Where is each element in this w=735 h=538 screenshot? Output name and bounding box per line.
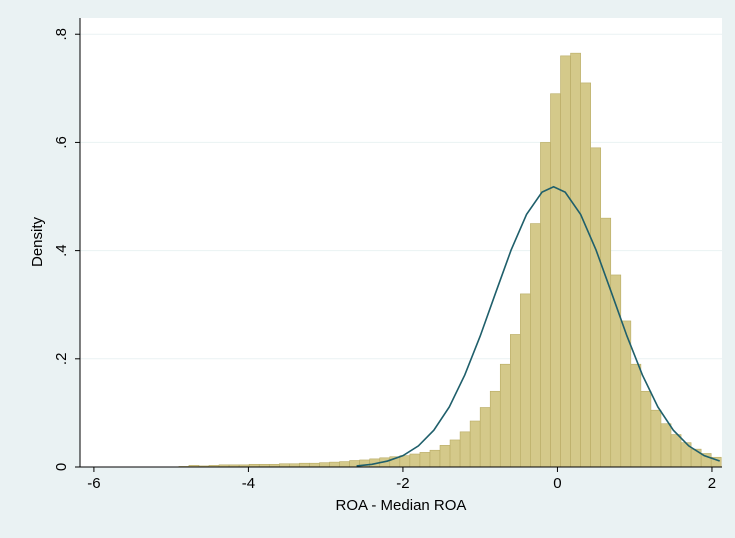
bar — [479, 407, 491, 468]
y-tick-label: 0 — [53, 463, 70, 471]
bar — [600, 217, 612, 468]
y-tick-label: .6 — [53, 136, 70, 149]
y-axis-label: Density — [29, 216, 46, 267]
y-tick-label: .2 — [53, 353, 70, 366]
x-tick-label: -6 — [87, 475, 100, 492]
bar — [399, 455, 411, 468]
y-tick-label: .4 — [53, 244, 70, 257]
bar — [469, 420, 481, 468]
bar — [640, 390, 652, 468]
bar — [299, 462, 310, 468]
bar — [339, 461, 350, 468]
density-curve — [356, 185, 720, 467]
bar — [670, 434, 682, 468]
x-tick-label: 2 — [708, 475, 716, 492]
bar — [570, 52, 581, 468]
x-tick-label: -4 — [242, 475, 255, 492]
bar — [449, 439, 461, 468]
bar — [510, 334, 521, 468]
bar — [499, 363, 511, 468]
bar — [439, 445, 451, 468]
bar — [419, 452, 431, 468]
x-axis-label: ROA - Median ROA — [336, 497, 467, 514]
bar — [329, 461, 340, 468]
bar — [309, 462, 320, 468]
bar — [580, 82, 591, 468]
bar — [530, 223, 541, 468]
y-tick-label: .8 — [53, 28, 70, 41]
bar — [409, 453, 421, 468]
bar — [459, 431, 471, 468]
bar — [520, 293, 531, 468]
x-tick-label: 0 — [553, 475, 561, 492]
bar — [489, 390, 501, 468]
x-tick-label: -2 — [396, 475, 409, 492]
bar — [660, 423, 672, 468]
bar — [429, 449, 441, 468]
bar — [319, 462, 330, 468]
bar — [560, 55, 571, 468]
bar — [550, 93, 561, 468]
bar — [590, 147, 602, 468]
bar — [630, 363, 642, 468]
bar — [650, 409, 662, 468]
